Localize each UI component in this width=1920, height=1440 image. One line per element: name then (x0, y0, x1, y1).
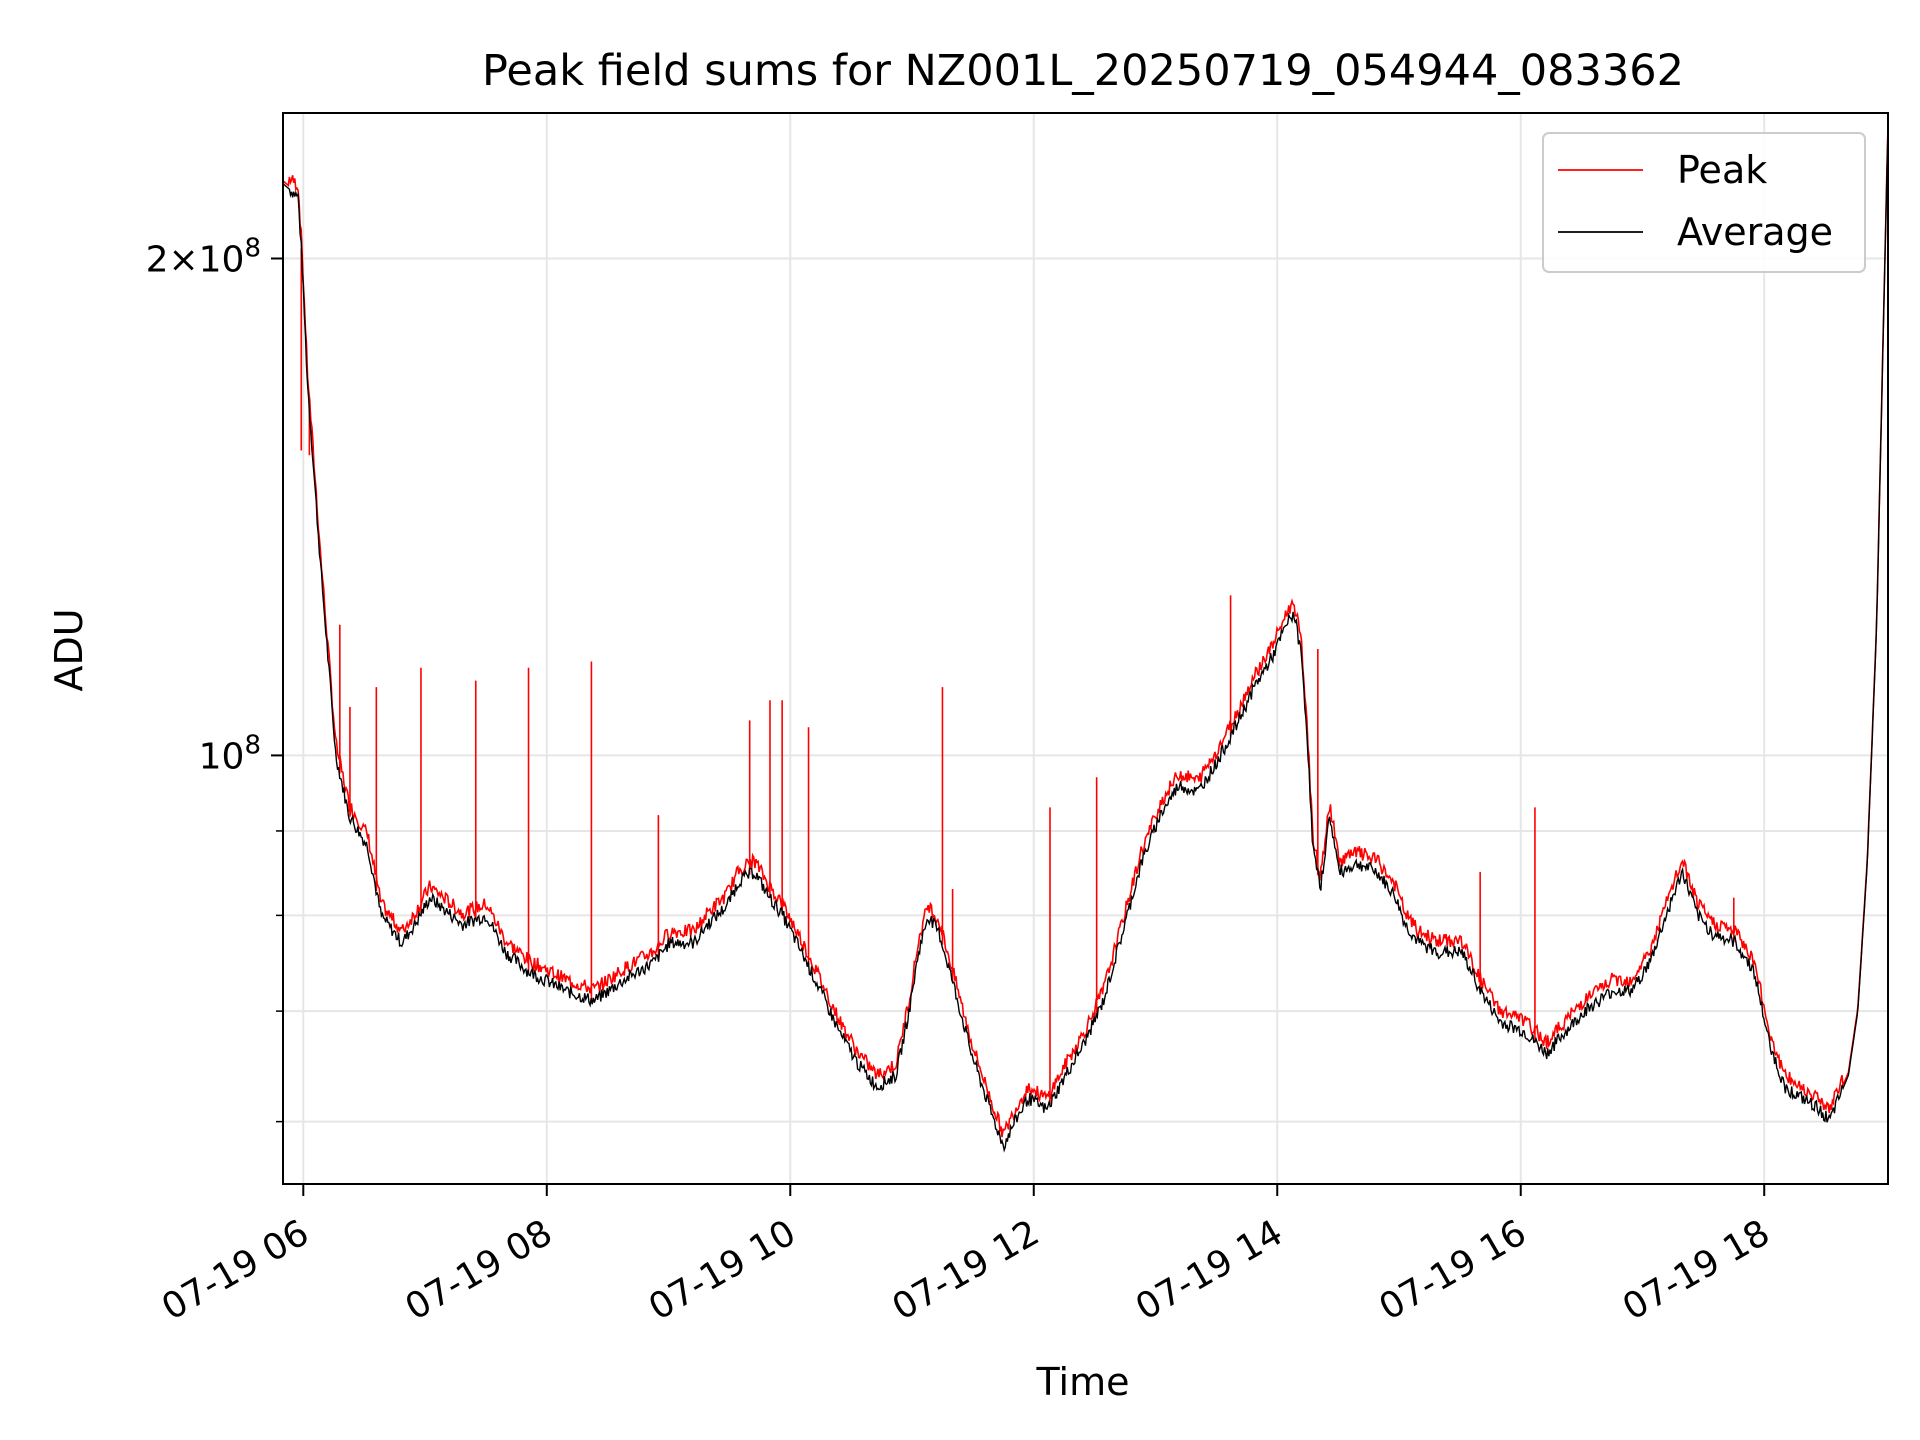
y-axis-label: ADU (47, 608, 91, 691)
legend-average-label: Average (1677, 210, 1833, 254)
x-tick-label: 07-19 10 (642, 1212, 803, 1328)
chart-title: Peak field sums for NZ001L_20250719_0549… (482, 46, 1684, 96)
x-tick-label: 07-19 08 (399, 1212, 560, 1328)
x-axis-label: Time (1036, 1360, 1130, 1404)
y-tick-label: 108 (199, 730, 261, 777)
y-axis: 108 2×108 (146, 233, 283, 1123)
plot-frame (282, 112, 1889, 1185)
x-tick-label: 07-19 12 (886, 1212, 1047, 1328)
x-tick-label: 07-19 06 (155, 1212, 316, 1328)
legend-peak-label: Peak (1677, 148, 1767, 192)
y-tick-label: 2×108 (146, 233, 261, 280)
x-tick-label: 07-19 18 (1616, 1212, 1777, 1328)
legend-box (1542, 132, 1866, 273)
plot-area-background (283, 113, 1888, 1184)
x-tick-label: 07-19 14 (1129, 1212, 1290, 1328)
series-peak-line (282, 124, 1889, 1138)
peak-line-path (282, 124, 1889, 1138)
x-axis: 07-19 06 07-19 08 07-19 10 07-19 12 07-19 14… (155, 1184, 1777, 1329)
average-line-path (282, 127, 1889, 1153)
x-tick-label: 07-19 16 (1373, 1212, 1534, 1328)
series-average-line (282, 127, 1889, 1153)
legend: Peak Average (1542, 132, 1866, 273)
